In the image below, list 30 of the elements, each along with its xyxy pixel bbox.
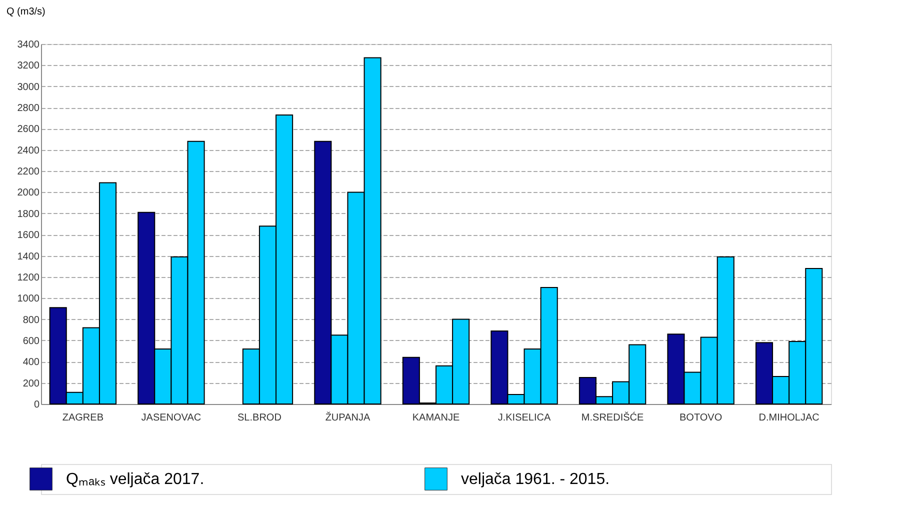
x-tick-label: J.KISELICA [498, 412, 551, 424]
x-tick-label: ŽUPANJA [325, 412, 370, 424]
x-tick-label: D.MIHOLJAC [758, 412, 820, 424]
y-tick-label: 1600 [17, 230, 40, 242]
y-tick-label: 600 [22, 336, 40, 347]
y-tick-label: 2000 [17, 188, 40, 199]
x-tick-label: SL.BROD [238, 412, 282, 424]
legend-label: veljača 1961. - 2015. [461, 471, 610, 488]
x-tick-label: M.SREDIŠĆE [581, 412, 644, 424]
x-tick-label: BOTOVO [680, 412, 722, 424]
y-tick-label: 200 [22, 378, 40, 390]
legend-label: Qₘₐₖₛ veljača 2017. [66, 471, 204, 488]
y-tick-label: 3000 [17, 82, 40, 93]
x-tick-label: KAMANJE [412, 412, 460, 424]
y-tick-label: 2200 [17, 166, 40, 178]
y-tick-label: 1400 [17, 251, 40, 262]
x-tick-label: JASENOVAC [141, 412, 202, 424]
y-tick-label: 1000 [17, 294, 40, 305]
y-tick-label: 2600 [17, 124, 40, 136]
y-tick-label: 1200 [17, 272, 40, 284]
y-tick-label: 1800 [17, 208, 40, 220]
y-tick-label: 2800 [17, 103, 40, 114]
y-tick-label: 800 [22, 314, 40, 326]
x-tick-label: ZAGREB [62, 412, 104, 424]
y-tick-label: 0 [34, 400, 40, 410]
y-tick-label: 2400 [17, 145, 40, 156]
y-axis-title: Q (m3/s) [6, 6, 46, 18]
y-tick-label: 400 [22, 357, 40, 368]
y-tick-label: 3400 [17, 40, 40, 50]
y-tick-label: 3200 [17, 60, 40, 72]
